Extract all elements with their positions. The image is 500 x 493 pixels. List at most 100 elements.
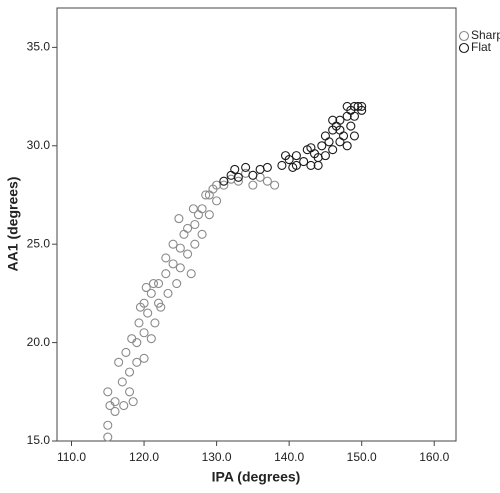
legend-marker <box>458 30 470 42</box>
point <box>212 180 222 190</box>
point <box>349 111 359 121</box>
point <box>146 288 156 298</box>
point <box>146 334 156 344</box>
point <box>328 115 338 125</box>
x-tick-label: 110.0 <box>57 450 86 464</box>
point <box>346 121 356 131</box>
y-tick-label: 25.0 <box>27 236 51 250</box>
point <box>103 432 113 442</box>
point <box>132 338 142 348</box>
point <box>139 328 149 338</box>
point <box>114 357 124 367</box>
plot-frame <box>56 7 457 442</box>
point <box>233 172 243 182</box>
point <box>150 318 160 328</box>
point <box>117 377 127 387</box>
point <box>342 101 352 111</box>
point <box>248 170 258 180</box>
point <box>320 151 330 161</box>
point <box>349 101 359 111</box>
legend-marker <box>458 42 470 54</box>
point <box>190 219 200 230</box>
point <box>277 160 287 171</box>
point <box>134 318 144 328</box>
point <box>212 196 222 206</box>
point <box>148 278 159 289</box>
point <box>324 137 334 147</box>
point <box>174 214 184 224</box>
point <box>230 164 240 174</box>
point <box>188 204 198 214</box>
point <box>154 278 164 289</box>
point <box>204 210 214 220</box>
point <box>357 105 367 115</box>
y-tick-label: 20.0 <box>27 335 51 349</box>
point <box>128 397 138 407</box>
y-tick-label: 30.0 <box>27 138 51 152</box>
point <box>201 190 211 200</box>
point <box>168 239 178 249</box>
point <box>183 223 193 233</box>
point <box>163 288 173 298</box>
point <box>248 180 258 190</box>
x-tick-label: 120.0 <box>129 450 159 464</box>
point <box>161 253 171 263</box>
point <box>161 269 171 279</box>
point <box>219 180 229 190</box>
point <box>317 141 327 151</box>
x-tick-label: 160.0 <box>419 450 449 464</box>
point <box>156 302 166 312</box>
x-tick-label: 140.0 <box>274 450 304 464</box>
point <box>219 176 229 186</box>
point <box>349 131 359 141</box>
y-axis-label: AA1 (degrees) <box>5 177 21 272</box>
point <box>262 162 272 172</box>
point <box>306 160 316 171</box>
point <box>132 357 142 367</box>
point <box>280 151 291 161</box>
point <box>342 141 352 151</box>
point <box>233 176 243 186</box>
point <box>110 397 120 407</box>
point <box>143 308 153 318</box>
point <box>168 259 178 269</box>
point <box>335 125 345 135</box>
point <box>124 367 135 377</box>
point <box>306 143 316 153</box>
point <box>175 263 185 273</box>
point <box>335 115 345 125</box>
point <box>186 269 196 279</box>
y-tick-label: 15.0 <box>27 433 51 447</box>
point <box>357 101 367 111</box>
point <box>299 156 309 167</box>
point <box>197 229 207 239</box>
point <box>103 420 113 430</box>
x-tick-label: 150.0 <box>347 450 377 464</box>
point <box>103 387 113 397</box>
point <box>291 160 301 171</box>
point <box>190 239 200 249</box>
point <box>291 151 301 161</box>
point <box>121 347 131 357</box>
point <box>172 278 182 289</box>
point <box>139 298 149 308</box>
x-axis-label: IPA (degrees) <box>212 469 301 485</box>
point <box>110 406 120 417</box>
point <box>262 176 272 186</box>
point <box>270 180 280 190</box>
legend-label: Sharp <box>471 28 500 42</box>
point <box>141 282 151 293</box>
point <box>328 145 338 155</box>
point <box>241 162 251 172</box>
point <box>139 353 149 363</box>
point <box>313 160 323 171</box>
point <box>183 249 193 259</box>
y-tick-label: 35.0 <box>27 40 51 54</box>
legend-label: Flat <box>471 40 492 54</box>
point <box>124 387 135 397</box>
point <box>197 204 207 214</box>
point <box>119 401 129 411</box>
point <box>175 243 185 253</box>
